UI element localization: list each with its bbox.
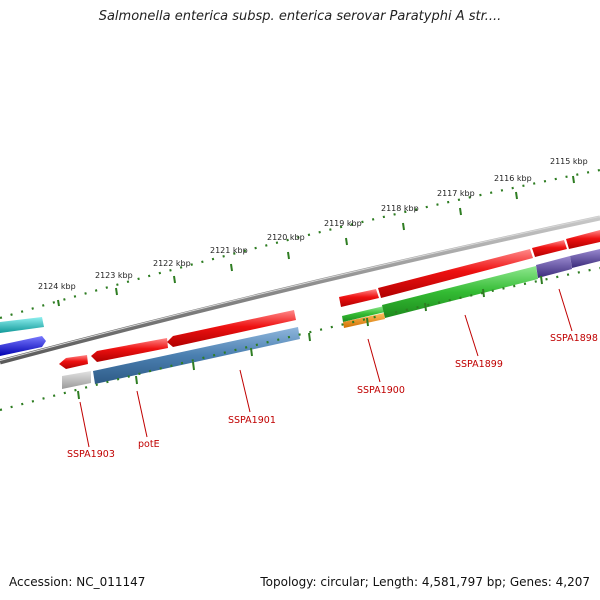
tick-label: 2116 kbp [494,174,532,183]
cds-feature [566,230,600,249]
cds-feature [570,249,600,268]
inner-tick-track [0,266,600,412]
cds-feature [536,256,572,278]
cds-feature [91,338,168,362]
tick-label: 2121 kbp [210,246,248,255]
gene-label: SSPA1898 [550,333,598,344]
tick-label: 2120 kbp [267,233,305,242]
tick-label: 2123 kbp [95,271,133,280]
gene-label: potE [138,439,160,450]
cds-feature [342,306,385,322]
inner-major-ticks [77,275,543,400]
cds-feature [59,355,88,369]
gene-label: SSPA1903 [67,449,115,460]
outer-tick-track [0,168,600,320]
cds-feature [378,249,533,298]
cds-feature [93,327,300,384]
tick-label: 2124 kbp [38,282,76,291]
gene-label: SSPA1900 [357,385,405,396]
reverse-strand-features [0,249,600,389]
gene-leader-lines [79,288,573,448]
tick-label: 2118 kbp [381,204,419,213]
gene-label: SSPA1899 [455,359,503,370]
genome-backbone [0,215,600,365]
gene-label: SSPA1901 [228,415,276,426]
cds-feature [0,336,46,356]
cds-feature [382,266,538,318]
cds-feature [532,240,567,257]
genome-summary-text: Topology: circular; Length: 4,581,797 bp… [260,575,590,589]
kbp-major-ticks [57,175,575,307]
cds-feature [167,310,296,347]
cds-feature [0,317,44,333]
forward-strand-features [0,230,600,333]
tick-label: 2117 kbp [437,189,475,198]
genome-title: Salmonella enterica subsp. enterica sero… [98,9,502,24]
tick-label: 2122 kbp [153,259,191,268]
gene-labels: SSPA1903 potE SSPA1901 SSPA1900 SSPA1899… [67,333,598,460]
kbp-tick-labels: 2124 kbp 2123 kbp 2122 kbp 2121 kbp 2120… [38,157,588,291]
accession-text: Accession: NC_011147 [9,575,146,589]
tick-label: 2119 kbp [324,219,362,228]
cds-feature [62,371,91,389]
cds-feature [339,289,379,307]
tick-label: 2115 kbp [550,157,588,166]
